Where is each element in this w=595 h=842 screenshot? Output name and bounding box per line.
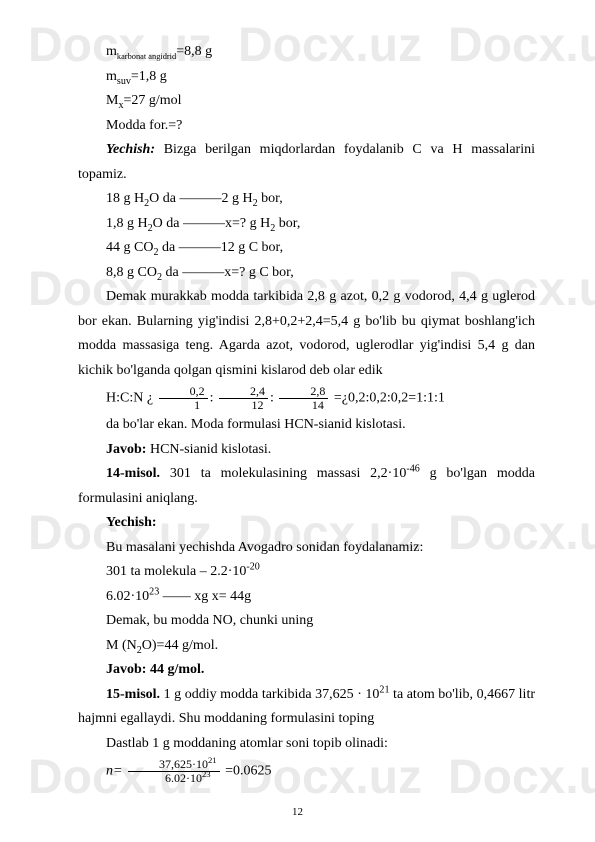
- line-avogadro: Bu masalani yechishda Avogadro sonidan f…: [78, 536, 535, 561]
- line-m-co2: mkarbonat angidrid=8,8 g: [78, 40, 535, 65]
- line-eq-1-8g: 1,8 g H2O da ———x=? g H2 bor,: [78, 212, 535, 237]
- line-14-misol: 14-misol. 301 ta molekulasining massasi …: [78, 462, 535, 511]
- line-demak-no: Demak, bu modda NO, chunki uning: [78, 609, 535, 634]
- line-yechish-2: Yechish:: [78, 511, 535, 536]
- line-m-suv: msuv=1,8 g: [78, 65, 535, 90]
- equation-n: n= 37,625·1021 6.02·1023 =0.0625: [78, 758, 535, 784]
- line-modda-for: Modda for.=?: [78, 114, 535, 139]
- line-javob-1: Javob: HCN-sianid kislotasi.: [78, 438, 535, 463]
- line-6-02: 6.02·1023 —— xg x= 44g: [78, 585, 535, 610]
- line-yechish-1: Yechish: Bizga berilgan miqdorlardan foy…: [78, 138, 535, 187]
- page-number: 12: [0, 806, 595, 818]
- line-javob-2: Javob: 44 g/mol.: [78, 658, 535, 683]
- paragraph-demak: Demak murakkab modda tarkibida 2,8 g azo…: [78, 285, 535, 383]
- line-eq-44g: 44 g CO2 da ———12 g C bor,: [78, 236, 535, 261]
- line-15-misol: 15-misol. 1 g oddiy modda tarkibida 37,6…: [78, 683, 535, 732]
- line-eq-18g: 18 g H2O da ———2 g H2 bor,: [78, 187, 535, 212]
- line-mx: Mx=27 g/mol: [78, 89, 535, 114]
- equation-hcn-ratio: H:C:N ¿ 0,21: 2,412: 2,814 =¿0,2:0,2:0,2…: [78, 385, 535, 411]
- line-da-bolar: da bo'lar ekan. Moda formulasi HCN-siani…: [78, 413, 535, 438]
- line-301-molekula: 301 ta molekula – 2.2·10-20: [78, 560, 535, 585]
- line-dastlab: Dastlab 1 g moddaning atomlar soni topib…: [78, 732, 535, 757]
- document-body: mkarbonat angidrid=8,8 g msuv=1,8 g Mx=2…: [78, 40, 535, 786]
- line-m-n2o: M (N2O)=44 g/mol.: [78, 634, 535, 659]
- line-eq-8-8g: 8,8 g CO2 da ———x=? g C bor,: [78, 261, 535, 286]
